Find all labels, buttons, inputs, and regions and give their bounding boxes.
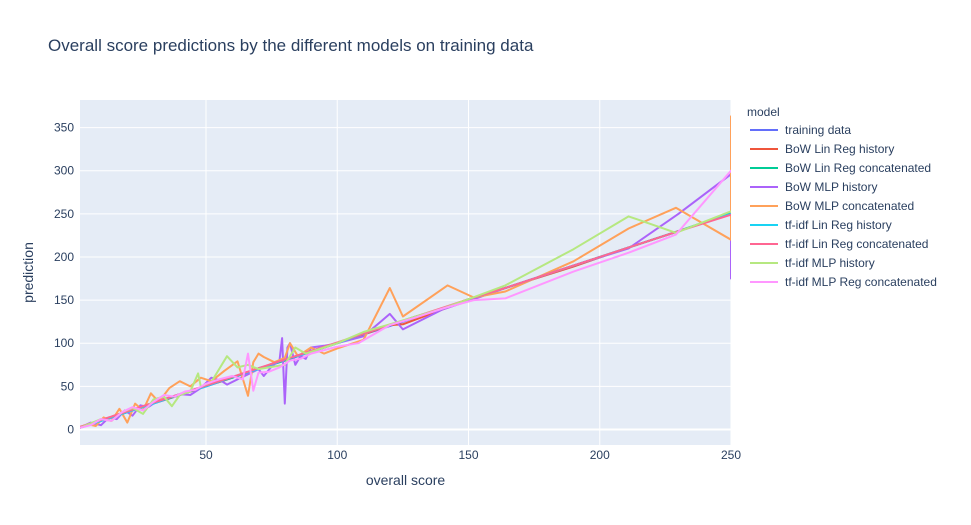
chart-title: Overall score predictions by the differe… [48,36,534,55]
series-lines [80,115,731,429]
x-tick-label: 100 [327,448,347,462]
plot-area [80,115,731,429]
y-tick-labels: 0 50 100 150 200 250 300 350 [54,121,74,437]
legend-label: BoW MLP history [785,180,877,194]
legend-label: BoW MLP concatenated [785,199,914,213]
x-tick-label: 50 [199,448,213,462]
series-line-5 [80,115,731,429]
x-tick-label: 250 [721,448,741,462]
y-tick-label: 250 [54,207,74,221]
legend-item[interactable]: BoW Lin Reg history [750,142,894,156]
legend-label: training data [785,123,851,137]
legend-item[interactable]: BoW Lin Reg concatenated [750,161,931,175]
series-line-9 [80,169,731,429]
legend-label: tf-idf MLP Reg concatenated [785,275,937,289]
legend-label: tf-idf MLP history [785,256,875,270]
legend-label: tf-idf Lin Reg history [785,218,892,232]
x-tick-label: 200 [590,448,610,462]
legend-item[interactable]: BoW MLP concatenated [750,199,914,213]
x-tick-label: 150 [458,448,478,462]
legend-item[interactable]: tf-idf Lin Reg concatenated [750,237,928,251]
y-tick-label: 150 [54,293,74,307]
y-tick-label: 50 [61,379,75,393]
legend-label: BoW Lin Reg history [785,142,894,156]
legend-item[interactable]: tf-idf MLP history [750,256,875,270]
legend-label: BoW Lin Reg concatenated [785,161,931,175]
y-tick-label: 100 [54,336,74,350]
legend-item[interactable]: tf-idf MLP Reg concatenated [750,275,937,289]
legend-label: tf-idf Lin Reg concatenated [785,237,928,251]
legend: model training data BoW Lin Reg history Bo… [747,105,937,289]
y-tick-label: 350 [54,121,74,135]
legend-item[interactable]: training data [750,123,851,137]
legend-item[interactable]: tf-idf Lin Reg history [750,218,892,232]
x-axis-title: overall score [366,472,446,488]
y-tick-label: 200 [54,250,74,264]
legend-item[interactable]: BoW MLP history [750,180,877,194]
plot-background [80,100,731,445]
y-axis-title: prediction [20,242,36,303]
legend-title: model [747,105,780,119]
y-tick-label: 0 [67,422,74,436]
x-tick-labels: 50 100 150 200 250 [199,448,741,462]
y-tick-label: 300 [54,164,74,178]
